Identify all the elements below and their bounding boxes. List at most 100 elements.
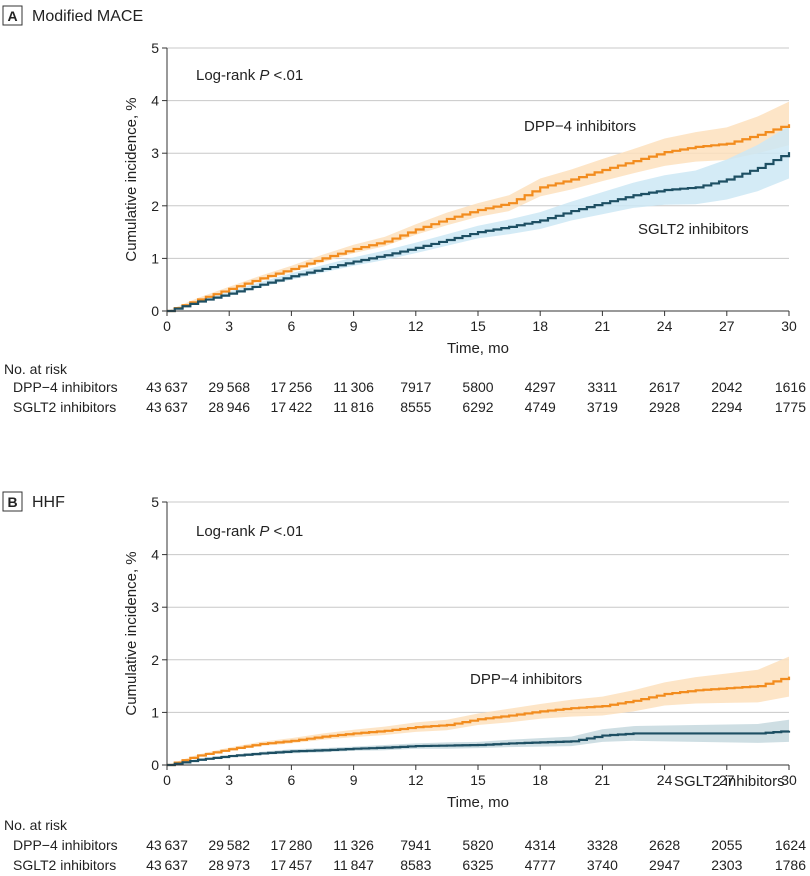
x-tick-label: 0 (163, 318, 171, 334)
y-tick-label: 4 (151, 547, 159, 563)
at-risk-value: 3740 (587, 857, 618, 873)
at-risk-value: 11 326 (333, 837, 374, 853)
at-risk-value: 4314 (525, 837, 556, 853)
series-label-dpp4: DPP−4 inhibitors (524, 118, 636, 135)
series-label-sglt2: SGLT2 inhibitors (638, 221, 749, 238)
at-risk-value: 2055 (711, 837, 742, 853)
x-tick-label: 12 (408, 318, 424, 334)
x-tick-label: 6 (288, 772, 296, 788)
at-risk-value: 3328 (587, 837, 618, 853)
at-risk-value: 1624 (775, 837, 806, 853)
at-risk-value: 1786 (775, 857, 806, 873)
logrank-prefix: Log-rank (196, 523, 259, 540)
at-risk-value: 2042 (711, 379, 742, 395)
logrank-prefix: Log-rank (196, 67, 259, 84)
series-label-dpp4: DPP−4 inhibitors (470, 671, 582, 688)
at-risk-value: 7917 (400, 379, 431, 395)
y-tick-label: 2 (151, 198, 159, 214)
x-tick-label: 18 (532, 772, 548, 788)
at-risk-row-label: SGLT2 inhibitors (13, 857, 116, 873)
series-line-sglt2 (167, 152, 791, 313)
at-risk-title: No. at risk (4, 361, 68, 377)
panel-title: Modified MACE (32, 8, 143, 25)
x-tick-label: 24 (657, 772, 673, 788)
at-risk-value: 11 306 (333, 379, 374, 395)
at-risk-value: 2928 (649, 399, 680, 415)
at-risk-row-label: SGLT2 inhibitors (13, 399, 116, 415)
logrank-annotation: Log-rank P <.01 (196, 523, 303, 540)
at-risk-value: 8555 (400, 399, 431, 415)
at-risk-value: 8583 (400, 857, 431, 873)
at-risk-value: 43 637 (146, 379, 188, 395)
at-risk-value: 17 457 (271, 857, 313, 873)
x-tick-label: 3 (225, 318, 233, 334)
y-tick-label: 5 (151, 40, 159, 56)
x-tick-label: 27 (719, 318, 735, 334)
at-risk-value: 4777 (525, 857, 556, 873)
at-risk-value: 17 256 (271, 379, 313, 395)
at-risk-value: 2617 (649, 379, 680, 395)
logrank-annotation: Log-rank P <.01 (196, 67, 303, 84)
x-tick-label: 30 (781, 772, 797, 788)
at-risk-value: 6292 (462, 399, 493, 415)
at-risk-value: 29 582 (208, 837, 250, 853)
at-risk-value: 28 946 (208, 399, 250, 415)
x-axis-title: Time, mo (447, 794, 509, 811)
y-tick-label: 1 (151, 250, 159, 266)
logrank-p: P (259, 523, 269, 540)
at-risk-value: 11 847 (333, 857, 374, 873)
panel-letter: B (7, 494, 17, 510)
y-tick-label: 1 (151, 704, 159, 720)
at-risk-value: 17 422 (271, 399, 313, 415)
x-tick-label: 18 (532, 318, 548, 334)
at-risk-value: 28 973 (208, 857, 250, 873)
at-risk-value: 17 280 (271, 837, 313, 853)
x-tick-label: 9 (350, 772, 358, 788)
x-tick-label: 6 (288, 318, 296, 334)
series-label-sglt2: SGLT2 inhibitors (674, 773, 785, 790)
at-risk-value: 4297 (525, 379, 556, 395)
logrank-suffix: <.01 (269, 67, 303, 84)
panel-letter: A (7, 8, 17, 24)
logrank-p: P (259, 67, 269, 84)
x-tick-label: 0 (163, 772, 171, 788)
panel-letter-box (2, 5, 23, 26)
at-risk-value: 7941 (400, 837, 431, 853)
x-tick-label: 15 (470, 318, 486, 334)
y-tick-label: 3 (151, 145, 159, 161)
x-tick-label: 21 (595, 772, 611, 788)
at-risk-row-label: DPP−4 inhibitors (13, 837, 118, 853)
x-tick-label: 24 (657, 318, 673, 334)
x-tick-label: 15 (470, 772, 486, 788)
y-axis-title: Cumulative incidence, % (123, 97, 140, 261)
y-tick-label: 4 (151, 93, 159, 109)
at-risk-value: 1775 (775, 399, 806, 415)
ci-band-sglt2 (167, 719, 789, 765)
panel-letter-box (2, 491, 23, 512)
logrank-suffix: <.01 (269, 523, 303, 540)
x-tick-label: 9 (350, 318, 358, 334)
at-risk-value: 43 637 (146, 837, 188, 853)
y-tick-label: 2 (151, 652, 159, 668)
series-line-dpp4 (167, 124, 791, 313)
at-risk-value: 2303 (711, 857, 742, 873)
at-risk-value: 5800 (462, 379, 493, 395)
x-axis-title: Time, mo (447, 340, 509, 357)
at-risk-row-label: DPP−4 inhibitors (13, 379, 118, 395)
at-risk-value: 4749 (525, 399, 556, 415)
at-risk-value: 29 568 (208, 379, 250, 395)
x-tick-label: 30 (781, 318, 797, 334)
at-risk-value: 11 816 (333, 399, 374, 415)
series-line-sglt2 (167, 730, 791, 767)
y-tick-label: 0 (151, 757, 159, 773)
y-tick-label: 5 (151, 494, 159, 510)
x-tick-label: 12 (408, 772, 424, 788)
series-line-dpp4 (167, 676, 791, 767)
at-risk-value: 6325 (462, 857, 493, 873)
at-risk-value: 43 637 (146, 399, 188, 415)
panel-title: HHF (32, 494, 65, 511)
at-risk-title: No. at risk (4, 817, 68, 833)
